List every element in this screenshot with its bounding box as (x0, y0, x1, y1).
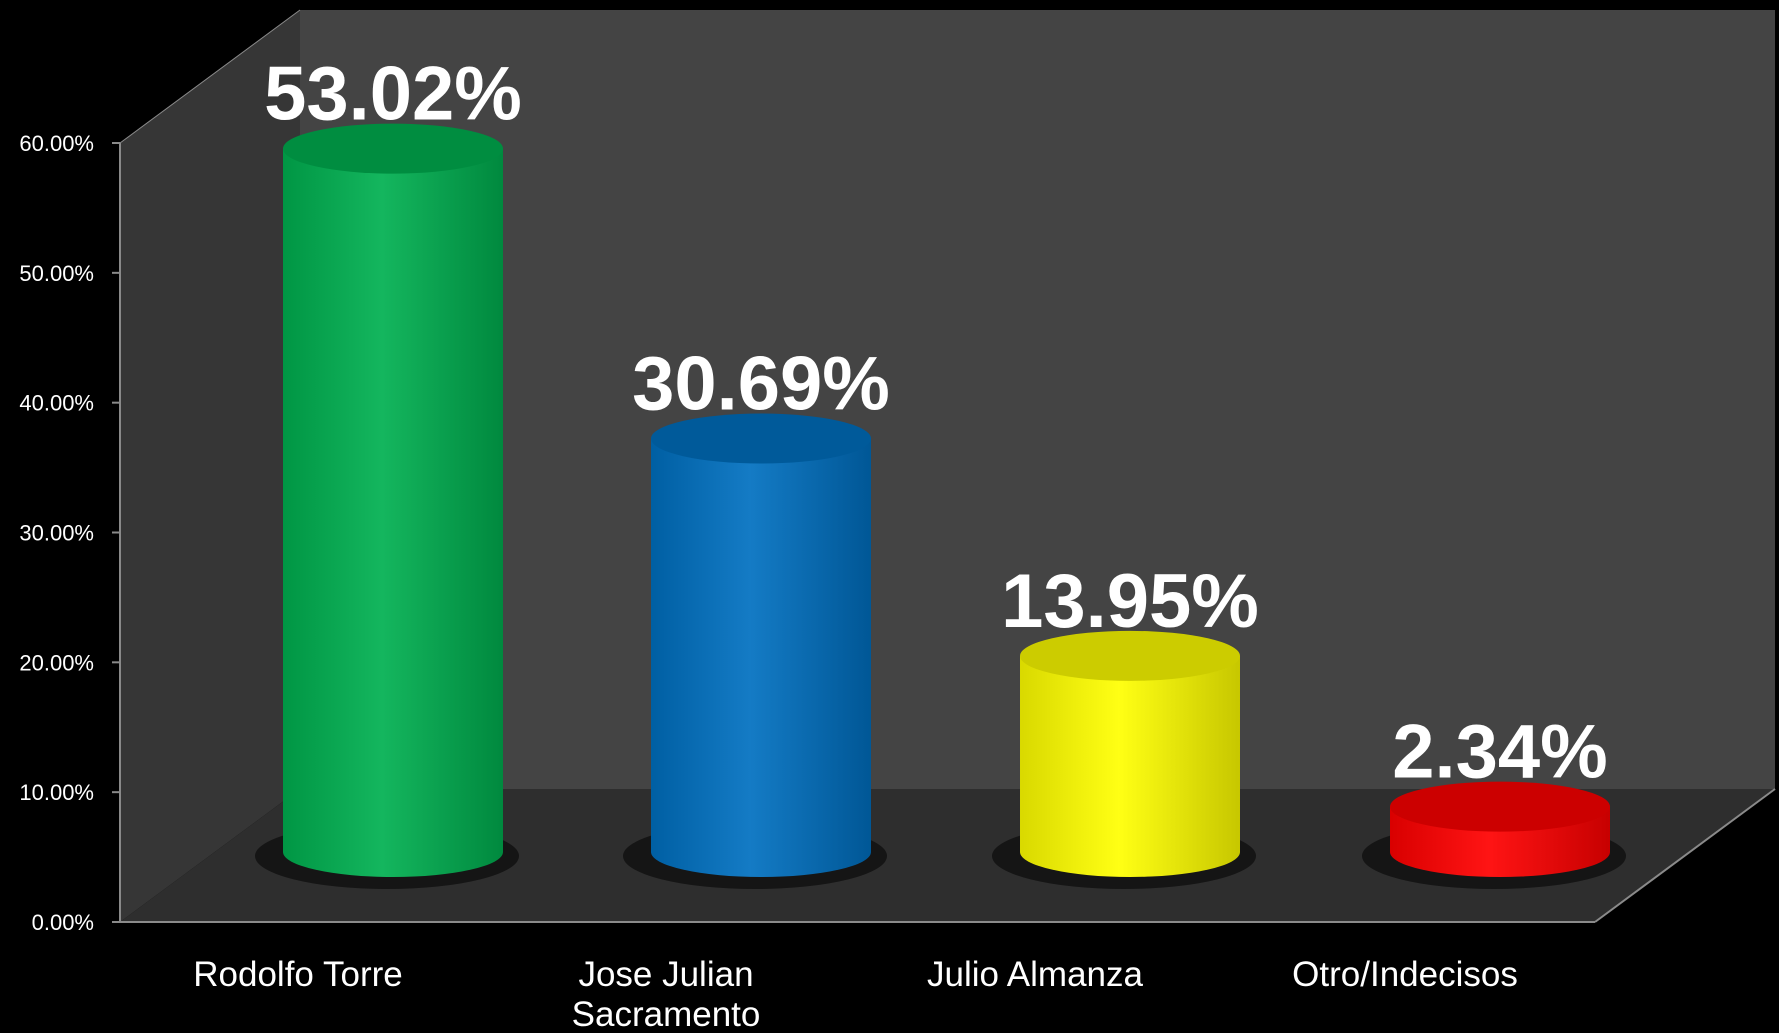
bar-top (1390, 781, 1610, 832)
y-tick-label: 10.00% (19, 780, 94, 805)
y-tick-label: 60.00% (19, 131, 94, 156)
y-tick-label: 20.00% (19, 650, 94, 675)
x-tick-label: Julio Almanza (927, 955, 1143, 994)
side-wall (120, 10, 300, 922)
y-tick-label: 50.00% (19, 261, 94, 286)
x-tick-label: Jose Julian Sacramento (572, 955, 761, 1033)
floor (120, 789, 1775, 922)
x-tick-label: Otro/Indecisos (1292, 955, 1518, 994)
y-tick-label: 40.00% (19, 391, 94, 416)
bar-top (651, 413, 871, 464)
bar (992, 630, 1256, 889)
bar-top (1020, 630, 1240, 681)
y-tick-label: 0.00% (32, 910, 94, 935)
bar-body (651, 438, 871, 877)
y-tick-label: 30.00% (19, 521, 94, 546)
side-wall-top-edge (119, 9, 301, 144)
floor-edge-line (1594, 788, 1776, 923)
data-label: 2.34% (1392, 710, 1608, 795)
bar-body (1020, 655, 1240, 877)
bar (1362, 781, 1626, 889)
data-label: 30.69% (632, 342, 890, 427)
data-label: 13.95% (1001, 559, 1259, 644)
data-label: 53.02% (264, 52, 522, 137)
bar (255, 123, 519, 889)
bar-top (283, 123, 503, 174)
x-tick-label: Rodolfo Torre (193, 955, 402, 994)
bar (623, 413, 887, 889)
bar-body (283, 148, 503, 878)
